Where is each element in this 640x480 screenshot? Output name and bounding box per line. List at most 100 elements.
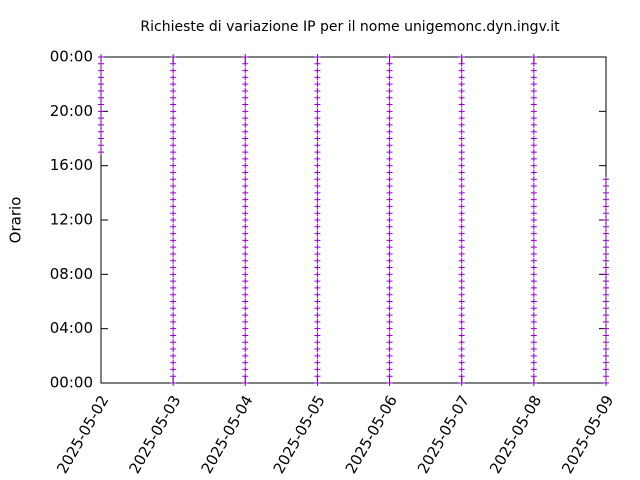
point [242,115,249,122]
point [386,94,393,101]
point [314,128,321,135]
point [242,305,249,312]
point [530,230,537,237]
point [603,318,609,325]
point [603,250,609,257]
point [386,312,393,319]
point [530,325,537,332]
point [170,257,177,264]
point [314,54,321,60]
point [170,359,177,366]
point [530,291,537,298]
point [530,244,537,251]
point [458,312,465,319]
point [530,380,537,386]
point [386,305,393,312]
point [98,81,104,88]
point [386,352,393,359]
point [242,210,249,217]
point [170,87,177,94]
point [170,332,177,339]
point [458,291,465,298]
point [242,162,249,169]
point [603,298,609,305]
point [458,210,465,217]
point [458,67,465,74]
point [458,108,465,115]
point [386,135,393,142]
point [530,128,537,135]
point [530,223,537,230]
point [170,142,177,149]
point [314,149,321,156]
point [314,81,321,88]
point [314,332,321,339]
point [530,318,537,325]
point [314,230,321,237]
point [170,210,177,217]
point [386,108,393,115]
point [314,237,321,244]
y-tick-label: 16:00 [50,156,93,174]
point [314,60,321,67]
point [458,162,465,169]
point [458,298,465,305]
point [458,149,465,156]
point [242,264,249,271]
point [242,217,249,223]
point [386,149,393,156]
point [530,237,537,244]
point [530,81,537,88]
point [98,108,104,115]
point [314,169,321,176]
point [242,176,249,183]
point [242,81,249,88]
point [458,244,465,251]
point [242,284,249,291]
point [170,74,177,81]
point [98,101,104,108]
point [170,339,177,346]
point [314,94,321,101]
point [603,183,609,190]
point [603,339,609,346]
point [458,373,465,380]
point [170,312,177,319]
point [170,67,177,74]
point [530,352,537,359]
point [314,298,321,305]
point [386,250,393,257]
point [170,366,177,373]
point [170,155,177,162]
point [458,237,465,244]
point [458,250,465,257]
point [530,54,537,60]
point [242,339,249,346]
point [458,74,465,81]
point [314,115,321,122]
point [314,278,321,285]
point [458,271,465,278]
point [314,210,321,217]
point [458,60,465,67]
point [314,284,321,291]
point [603,325,609,332]
point [458,155,465,162]
point [458,203,465,210]
point [314,196,321,203]
point [170,162,177,169]
point [386,237,393,244]
point [314,244,321,251]
point [530,142,537,149]
point [530,339,537,346]
point [170,373,177,380]
point [458,264,465,271]
point [386,380,393,386]
point [314,346,321,353]
point [386,54,393,60]
point [170,291,177,298]
point [458,278,465,285]
point [170,250,177,257]
